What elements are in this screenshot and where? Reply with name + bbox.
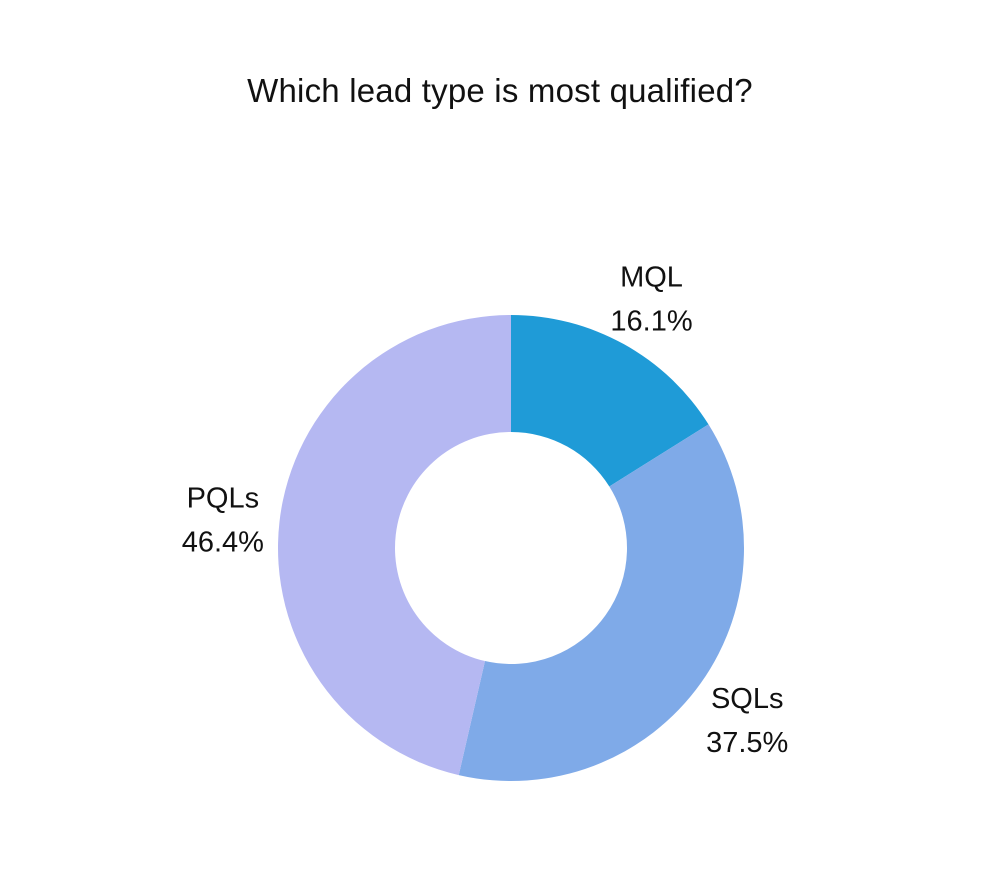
slice-pqls xyxy=(277,315,511,776)
slice-value-label: 46.4% xyxy=(182,526,264,558)
slice-value-label: 37.5% xyxy=(706,727,788,759)
chart-title: Which lead type is most qualified? xyxy=(247,72,753,109)
slice-name-label: SQLs xyxy=(711,683,784,715)
slice-label-mql: MQL 16.1% xyxy=(610,261,692,337)
slice-name-label: PQLs xyxy=(187,482,260,514)
slice-name-label: MQL xyxy=(620,261,683,293)
slice-label-pqls: PQLs 46.4% xyxy=(182,482,264,558)
labels-layer: MQL 16.1% SQLs 37.5% PQLs 46.4% xyxy=(182,261,789,759)
slices-layer xyxy=(277,315,744,781)
slice-label-sqls: SQLs 37.5% xyxy=(706,683,788,759)
slice-sqls xyxy=(458,424,744,781)
slice-value-label: 16.1% xyxy=(610,305,692,337)
slice-mql xyxy=(511,315,709,487)
